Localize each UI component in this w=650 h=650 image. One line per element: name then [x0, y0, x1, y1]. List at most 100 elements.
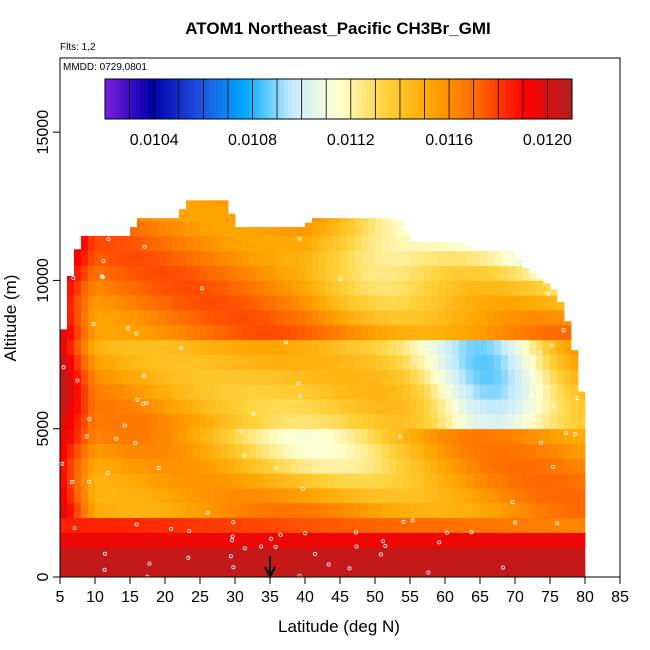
heatmap-cell: [396, 324, 404, 341]
heatmap-cell: [424, 339, 432, 355]
heatmap-cell: [256, 384, 264, 400]
heatmap-cell: [144, 399, 152, 415]
heatmap-cell: [438, 428, 446, 444]
heatmap-cell: [389, 221, 397, 237]
heatmap-cell: [501, 502, 509, 519]
heatmap-cell: [172, 221, 180, 237]
heatmap-cell: [340, 384, 348, 400]
heatmap-cell: [256, 488, 264, 504]
heatmap-cell: [396, 235, 404, 252]
heatmap-cell: [347, 235, 355, 252]
heatmap-cell: [438, 562, 446, 578]
heatmap-cell: [333, 562, 341, 578]
heatmap-cell: [494, 473, 502, 489]
heatmap-cell: [137, 218, 145, 222]
heatmap-cell: [361, 384, 369, 400]
heatmap-cell: [312, 562, 320, 578]
heatmap-cell: [487, 413, 495, 430]
heatmap-cell: [368, 324, 376, 341]
heatmap-cell: [81, 384, 89, 400]
heatmap-cell: [123, 488, 131, 504]
heatmap-cell: [417, 428, 425, 444]
heatmap-cell: [137, 413, 145, 430]
heatmap-cell: [95, 369, 103, 385]
heatmap-cell: [431, 399, 439, 415]
heatmap-cell: [172, 428, 180, 444]
heatmap-cell: [186, 250, 194, 266]
heatmap-cell: [487, 280, 495, 296]
heatmap-cell: [466, 354, 474, 370]
heatmap-cell: [123, 250, 131, 266]
heatmap-cell: [557, 354, 565, 370]
heatmap-cell: [291, 517, 299, 533]
heatmap-cell: [284, 488, 292, 504]
heatmap-cell: [88, 399, 96, 415]
heatmap-cell: [319, 443, 327, 459]
heatmap-cell: [382, 265, 390, 281]
heatmap-cell: [536, 517, 544, 533]
heatmap-cell: [550, 517, 558, 533]
heatmap-cell: [186, 200, 194, 207]
heatmap-cell: [466, 265, 474, 281]
heatmap-cell: [270, 473, 278, 489]
heatmap-cell: [515, 384, 523, 400]
heatmap-cell: [431, 280, 439, 296]
heatmap-cell: [179, 235, 187, 252]
heatmap-cell: [494, 547, 502, 563]
heatmap-cell: [487, 265, 495, 281]
heatmap-cell: [179, 250, 187, 266]
heatmap-cell: [480, 428, 488, 444]
colorbar-segment: [560, 79, 565, 119]
heatmap-cell: [508, 354, 516, 370]
heatmap-cell: [319, 428, 327, 444]
heatmap-cell: [473, 547, 481, 563]
heatmap-cell: [102, 384, 110, 400]
heatmap-cell: [515, 488, 523, 504]
observation-point: [70, 479, 75, 484]
heatmap-cell: [550, 547, 558, 563]
heatmap-cell: [389, 562, 397, 578]
heatmap-cell: [382, 310, 390, 326]
heatmap-cell: [172, 218, 180, 222]
heatmap-cell: [487, 310, 495, 326]
heatmap-cell: [242, 547, 250, 563]
heatmap-cell: [137, 458, 145, 474]
heatmap-cell: [550, 399, 558, 415]
heatmap-cell: [179, 517, 187, 533]
heatmap-cell: [326, 473, 334, 489]
colorbar-segment: [509, 79, 515, 119]
heatmap-cell: [375, 458, 383, 474]
heatmap-cell: [263, 488, 271, 504]
heatmap-cell: [298, 428, 306, 444]
heatmap-cell: [67, 562, 75, 578]
heatmap-cell: [207, 517, 215, 533]
heatmap-cell: [354, 295, 362, 311]
heatmap-cell: [438, 241, 446, 252]
heatmap-cell: [459, 428, 467, 444]
heatmap-cell: [319, 473, 327, 489]
heatmap-cell: [270, 428, 278, 444]
heatmap-cell: [263, 517, 271, 533]
colorbar-segment: [377, 79, 382, 119]
heatmap-cell: [193, 369, 201, 385]
heatmap-cell: [473, 280, 481, 296]
heatmap-cell: [473, 265, 481, 281]
heatmap-cell: [473, 502, 481, 519]
heatmap-cell: [200, 473, 208, 489]
heatmap-cell: [186, 413, 194, 430]
heatmap-cell: [151, 265, 159, 281]
heatmap-cell: [116, 324, 124, 341]
heatmap-cell: [158, 502, 166, 519]
heatmap-cell: [256, 413, 264, 430]
colorbar-tick-label: 0.0104: [130, 132, 179, 149]
colorbar-segment: [435, 79, 441, 119]
heatmap-cell: [95, 295, 103, 311]
colorbar-segment: [470, 79, 476, 119]
heatmap-cell: [529, 502, 537, 519]
heatmap-cell: [333, 413, 341, 430]
colorbar-segment: [447, 79, 452, 119]
heatmap-cell: [130, 502, 138, 519]
heatmap-cell: [298, 443, 306, 459]
heatmap-cell: [305, 324, 313, 341]
heatmap-cell: [438, 488, 446, 504]
